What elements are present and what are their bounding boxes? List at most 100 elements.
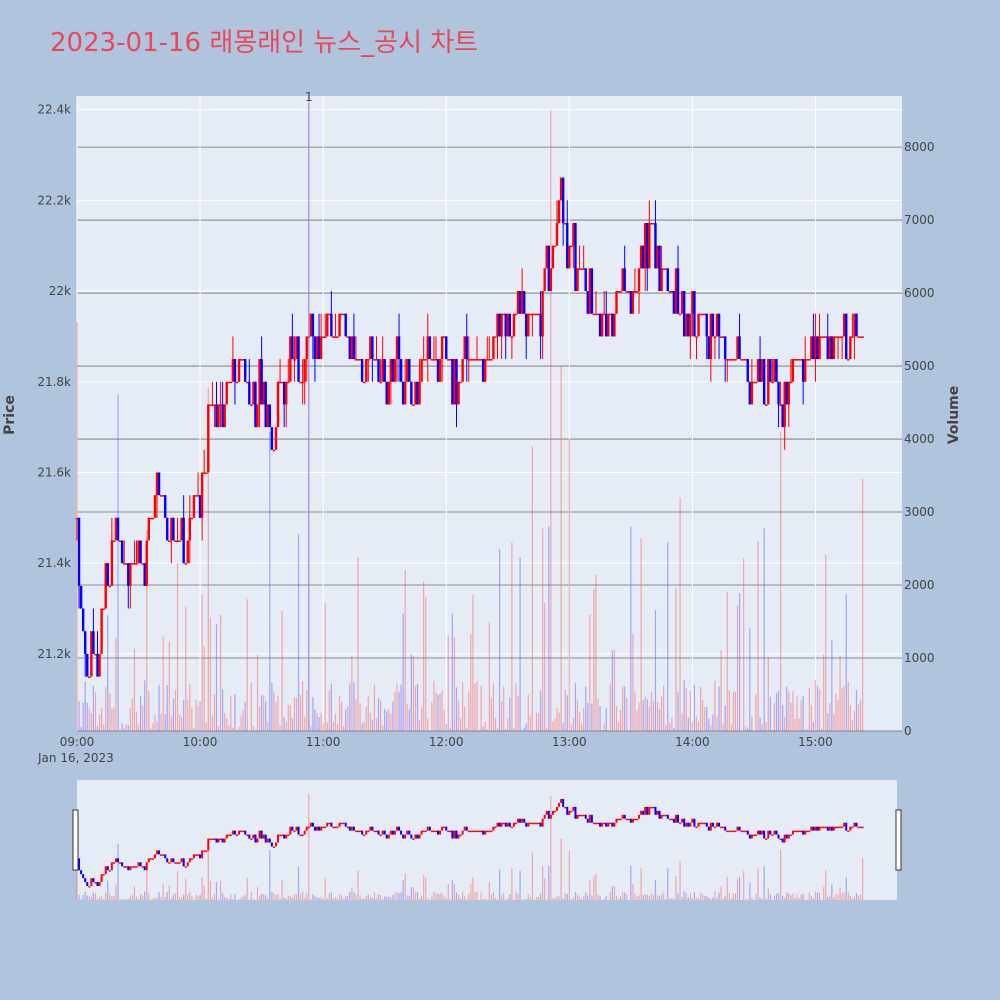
mini-candle [365,830,368,835]
mini-volume-bar [622,892,624,900]
candle-body [783,381,786,428]
mini-volume-bar [238,899,240,900]
mini-volume-bar [277,894,279,900]
candle-body [512,313,516,337]
candle-body [572,223,575,246]
volume-bar [363,721,365,731]
mini-candle [371,826,374,831]
candle-body [806,359,809,361]
mini-volume-bar [685,892,687,900]
mini-volume-bar [519,870,521,900]
mini-candle [699,822,702,825]
candle-body [750,381,754,405]
mini-candle [716,822,718,827]
mini-volume-bar [599,895,601,900]
mini-volume-bar [336,898,339,900]
mini-volume-bar [761,898,763,900]
candle-body [127,563,130,586]
mini-volume-bar [82,895,84,900]
candle-body [221,404,224,428]
mini-candle [828,826,831,831]
candle-body [227,381,230,384]
mini-candle [164,854,167,859]
mini-candle [125,866,128,868]
mini-volume-bar [611,886,613,900]
mini-volume-bar [482,899,484,900]
mini-candle [779,838,782,841]
volume-bar [800,699,802,731]
volume-bar [459,718,462,731]
mini-candle [117,858,120,863]
candle-body [381,359,384,382]
mini-candle [644,806,647,815]
volume-bars [76,96,864,731]
candle-body [641,245,645,269]
candle-body [791,359,795,382]
mini-candle [529,822,532,825]
volume-bar [585,686,587,731]
mini-candle [855,822,858,827]
volume-bar [511,542,513,731]
volume-bar [591,703,593,731]
mini-candle [560,798,563,803]
volume-bar [462,682,464,731]
mini-volume-bar [644,894,646,900]
mini-candle [455,830,458,839]
mini-candle [272,846,275,848]
volume-bar [398,691,400,731]
mini-volume-bar [638,895,640,900]
volume-bar [810,704,812,731]
mini-volume-bar [669,898,671,900]
mini-volume-bar [275,895,277,900]
y-tick-label: 21.6k [37,465,71,479]
range-slider-right-handle[interactable] [895,809,902,871]
candle-body [486,359,489,361]
volume-bar [107,615,109,731]
candle-body [297,336,300,382]
volume-bar [732,691,735,731]
mini-candle [750,834,753,839]
mini-candle [166,858,169,863]
candle-body [198,495,202,518]
candle-body [598,313,602,337]
volume-bar [685,688,687,731]
candle-body [754,381,758,384]
candle-body [217,404,220,428]
mini-volume-bar [377,894,380,900]
volume-bar [642,700,644,731]
mini-candle [482,830,485,835]
mini-volume-bar [98,897,101,900]
candle-body [590,268,594,314]
candle-body [440,336,444,360]
candle-body [420,359,423,382]
mini-candle [205,850,208,852]
mini-volume-bar [583,896,585,900]
mini-volume-bar [788,893,790,900]
volume-bar [503,686,505,731]
mini-candle [523,818,526,823]
mini-volume-bar [174,893,177,900]
volume-bar [544,602,546,731]
mini-volume-bar [847,891,849,900]
mini-candle [476,830,478,833]
volume-bar [201,594,203,731]
candle-body [278,381,282,384]
mini-candle [80,870,83,875]
mini-volume-bar [224,896,226,900]
range-slider[interactable] [77,780,897,900]
mini-volume-bar [816,892,819,900]
mini-candle [139,862,142,867]
candle-body [129,563,132,586]
mini-candle [307,826,310,829]
mini-candle [592,822,595,825]
volume-bar [531,446,533,731]
candle-body [285,381,288,405]
range-slider-left-handle[interactable] [72,809,79,871]
mini-candle [340,822,343,825]
candle-body [282,381,286,405]
mini-volume-bar [88,896,90,900]
candle-body [769,359,772,382]
volume-bar [695,716,698,731]
candle-body [613,313,616,337]
candle-body [602,313,606,316]
